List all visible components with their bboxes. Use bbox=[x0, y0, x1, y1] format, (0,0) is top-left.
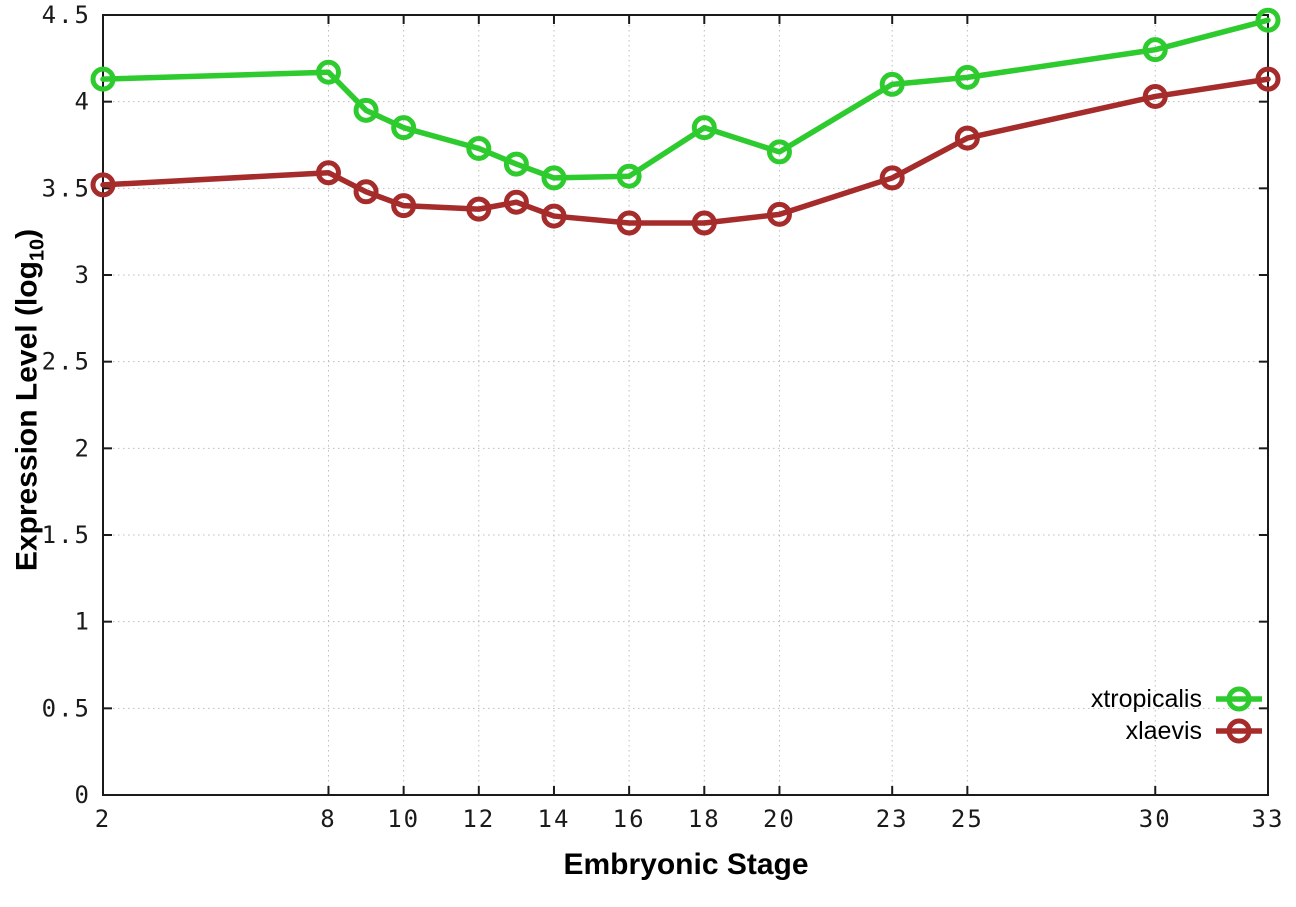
y-tick-label: 3.5 bbox=[42, 174, 91, 202]
legend-label-xtropicalis: xtropicalis bbox=[1090, 684, 1202, 713]
y-tick-label: 4 bbox=[75, 88, 91, 116]
legend-label-xlaevis: xlaevis bbox=[1125, 716, 1202, 745]
y-tick-label: 2 bbox=[75, 434, 91, 462]
y-tick-label: 3 bbox=[75, 261, 91, 289]
data-point-xlaevis bbox=[954, 125, 980, 151]
data-point-xtropicalis bbox=[616, 163, 642, 189]
data-point-xtropicalis bbox=[691, 115, 717, 141]
y-tick-label: 0.5 bbox=[42, 694, 91, 722]
x-tick-label: 14 bbox=[538, 805, 571, 833]
legend-entry-xtropicalis: xtropicalis bbox=[1091, 684, 1264, 714]
data-point-xlaevis bbox=[766, 201, 792, 227]
data-point-xlaevis bbox=[391, 193, 417, 219]
y-tick-label: 1 bbox=[75, 608, 91, 636]
data-point-xlaevis bbox=[879, 165, 905, 191]
data-point-xtropicalis bbox=[1255, 7, 1281, 33]
x-tick-label: 20 bbox=[763, 805, 796, 833]
data-point-xlaevis bbox=[353, 179, 379, 205]
x-tick-label: 12 bbox=[462, 805, 495, 833]
data-point-xlaevis bbox=[541, 203, 567, 229]
data-point-xlaevis bbox=[315, 160, 341, 186]
x-axis-title: Embryonic Stage bbox=[563, 848, 809, 881]
x-tick-label: 8 bbox=[320, 805, 336, 833]
data-point-xtropicalis bbox=[954, 64, 980, 90]
x-tick-label: 10 bbox=[387, 805, 420, 833]
data-point-xlaevis bbox=[691, 210, 717, 236]
x-tick-label: 18 bbox=[688, 805, 721, 833]
y-tick-label: 4.5 bbox=[42, 1, 91, 29]
data-point-xtropicalis bbox=[90, 66, 116, 92]
data-point-xlaevis bbox=[90, 172, 116, 198]
data-point-xtropicalis bbox=[353, 97, 379, 123]
x-tick-label: 2 bbox=[95, 805, 111, 833]
x-tick-label: 23 bbox=[876, 805, 909, 833]
data-point-xtropicalis bbox=[391, 115, 417, 141]
data-point-xtropicalis bbox=[503, 151, 529, 177]
legend-marker-icon bbox=[1216, 718, 1262, 744]
y-tick-label: 2.5 bbox=[42, 348, 91, 376]
x-tick-label: 25 bbox=[951, 805, 984, 833]
data-point-xlaevis bbox=[616, 210, 642, 236]
series-line-xlaevis bbox=[100, 76, 1271, 226]
data-point-xlaevis bbox=[466, 196, 492, 222]
y-tick-label: 1.5 bbox=[42, 521, 91, 549]
data-point-xtropicalis bbox=[879, 71, 905, 97]
data-point-xtropicalis bbox=[766, 139, 792, 165]
x-tick-label: 33 bbox=[1252, 805, 1285, 833]
data-point-xtropicalis bbox=[1142, 37, 1168, 63]
legend-entry-xlaevis: xlaevis bbox=[1126, 716, 1264, 746]
x-tick-label: 30 bbox=[1139, 805, 1172, 833]
data-point-xlaevis bbox=[503, 189, 529, 215]
data-point-xtropicalis bbox=[466, 135, 492, 161]
y-axis-title: Expression Level (log10) bbox=[10, 228, 49, 572]
legend: xtropicalis xlaevis bbox=[1091, 684, 1264, 746]
legend-marker-icon bbox=[1216, 686, 1262, 712]
data-point-xlaevis bbox=[1255, 66, 1281, 92]
y-tick-label: 0 bbox=[75, 781, 91, 809]
data-point-xlaevis bbox=[1142, 83, 1168, 109]
x-tick-label: 16 bbox=[613, 805, 646, 833]
data-point-xtropicalis bbox=[315, 59, 341, 85]
series-line-xtropicalis bbox=[100, 17, 1271, 181]
plot-border bbox=[102, 14, 1269, 796]
data-point-xtropicalis bbox=[541, 165, 567, 191]
